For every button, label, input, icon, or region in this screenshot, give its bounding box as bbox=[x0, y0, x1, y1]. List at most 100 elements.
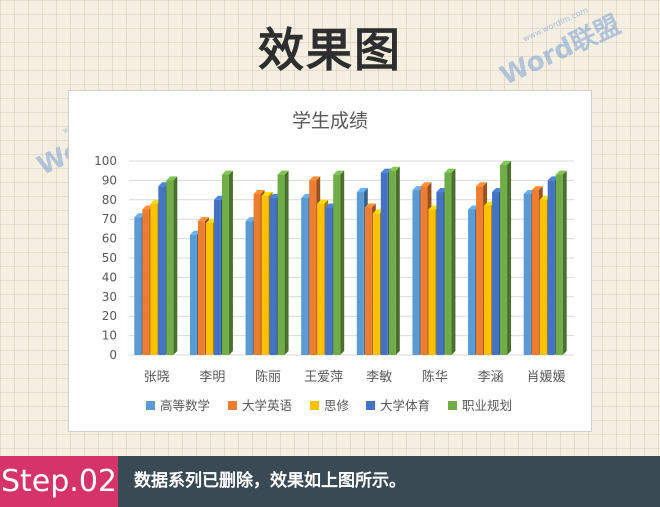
bar bbox=[539, 199, 547, 355]
bar bbox=[428, 209, 436, 355]
bar bbox=[468, 209, 476, 355]
legend-swatch bbox=[366, 401, 375, 410]
bar-side bbox=[228, 170, 233, 355]
bar bbox=[253, 193, 261, 355]
legend-swatch bbox=[228, 401, 237, 410]
bar bbox=[492, 192, 500, 355]
bar bbox=[436, 192, 444, 355]
bar bbox=[476, 186, 484, 355]
bar-top bbox=[531, 186, 543, 191]
legend-swatch bbox=[146, 401, 155, 410]
legend-label: 思修 bbox=[324, 398, 350, 413]
bar-side bbox=[451, 168, 456, 355]
bar bbox=[372, 213, 380, 355]
bar bbox=[158, 186, 166, 355]
bar bbox=[555, 174, 563, 355]
bar bbox=[245, 221, 253, 355]
bar bbox=[301, 197, 309, 355]
bar-top bbox=[197, 217, 209, 222]
bar bbox=[221, 174, 229, 355]
bar-side bbox=[562, 170, 567, 355]
legend-label: 高等数学 bbox=[160, 398, 210, 413]
bar-top bbox=[420, 182, 432, 187]
y-tick-label: 70 bbox=[102, 212, 117, 226]
y-tick-label: 100 bbox=[94, 154, 117, 168]
bar bbox=[388, 170, 396, 355]
y-tick-label: 30 bbox=[102, 290, 117, 304]
bar bbox=[500, 164, 508, 355]
bar bbox=[309, 180, 317, 355]
bar-top bbox=[555, 170, 567, 175]
x-tick-label: 王爱萍 bbox=[304, 370, 343, 385]
x-tick-label: 李敏 bbox=[366, 370, 392, 385]
y-tick-label: 80 bbox=[102, 193, 117, 207]
bar-side bbox=[284, 170, 289, 355]
chart-title: 学生成绩 bbox=[292, 110, 368, 132]
bar-top bbox=[380, 168, 392, 173]
bar-top bbox=[388, 166, 400, 171]
bar-top bbox=[333, 170, 345, 175]
x-tick-label: 肖媛媛 bbox=[527, 370, 566, 385]
footer-caption: 数据系列已删除，效果如上图所示。 bbox=[134, 471, 406, 491]
bar bbox=[531, 190, 539, 355]
y-tick-label: 50 bbox=[102, 251, 117, 265]
bar bbox=[484, 205, 492, 355]
bar-top bbox=[277, 170, 289, 175]
bar bbox=[380, 172, 388, 355]
bar bbox=[317, 203, 325, 355]
bar bbox=[213, 199, 221, 355]
bar bbox=[205, 223, 213, 355]
x-tick-label: 李涵 bbox=[478, 370, 504, 385]
legend-swatch bbox=[310, 401, 319, 410]
bar bbox=[134, 217, 142, 355]
bar-top bbox=[476, 182, 488, 187]
bar bbox=[523, 193, 531, 355]
bar bbox=[333, 174, 341, 355]
bar bbox=[261, 195, 269, 355]
x-tick-label: 陈丽 bbox=[255, 369, 281, 385]
bar bbox=[325, 207, 333, 355]
bar-top bbox=[500, 160, 512, 165]
bar bbox=[356, 192, 364, 355]
y-tick-label: 0 bbox=[109, 348, 117, 362]
y-tick-label: 90 bbox=[102, 173, 117, 187]
bar-side bbox=[173, 176, 178, 355]
bar bbox=[547, 180, 555, 355]
bar bbox=[142, 209, 150, 355]
chart-panel: 学生成绩 0 10 20 30 40 50 60 70 80 90 100 张晓 李明 陈丽 王爱萍 李敏 陈华 李… bbox=[68, 90, 592, 432]
legend-swatch bbox=[448, 401, 457, 410]
bar bbox=[150, 203, 158, 355]
bar-side bbox=[395, 166, 400, 355]
step-label: Step.02 bbox=[0, 456, 118, 507]
y-tick-label: 10 bbox=[102, 329, 117, 343]
bar-top bbox=[221, 170, 233, 175]
bar-chart: 学生成绩 0 10 20 30 40 50 60 70 80 90 100 张晓 李明 陈丽 王爱萍 李敏 陈华 李… bbox=[94, 110, 574, 413]
page-headline: 效果图 bbox=[258, 23, 402, 77]
bar-top bbox=[444, 168, 456, 173]
y-tick-label: 20 bbox=[102, 309, 117, 323]
bar bbox=[189, 234, 197, 355]
bar bbox=[166, 180, 174, 355]
bar-top bbox=[309, 176, 321, 181]
legend-label: 大学英语 bbox=[242, 398, 292, 413]
y-tick-label: 40 bbox=[102, 270, 117, 284]
legend-label: 大学体育 bbox=[380, 398, 430, 413]
bar-top bbox=[364, 203, 376, 208]
bar-side bbox=[340, 170, 345, 355]
bar bbox=[269, 197, 277, 355]
bar-top bbox=[166, 176, 178, 181]
bar bbox=[444, 172, 452, 355]
bar bbox=[197, 221, 205, 355]
bar bbox=[412, 190, 420, 355]
bar bbox=[420, 186, 428, 355]
x-tick-label: 李明 bbox=[199, 370, 225, 385]
bar bbox=[364, 207, 372, 355]
bar bbox=[277, 174, 285, 355]
bar-top bbox=[317, 199, 329, 204]
legend-label: 职业规划 bbox=[462, 398, 512, 413]
x-tick-label: 陈华 bbox=[422, 369, 448, 385]
x-tick-label: 张晓 bbox=[144, 370, 170, 385]
bar-top bbox=[253, 189, 265, 194]
bar-top bbox=[356, 188, 368, 193]
y-tick-label: 60 bbox=[102, 232, 117, 246]
